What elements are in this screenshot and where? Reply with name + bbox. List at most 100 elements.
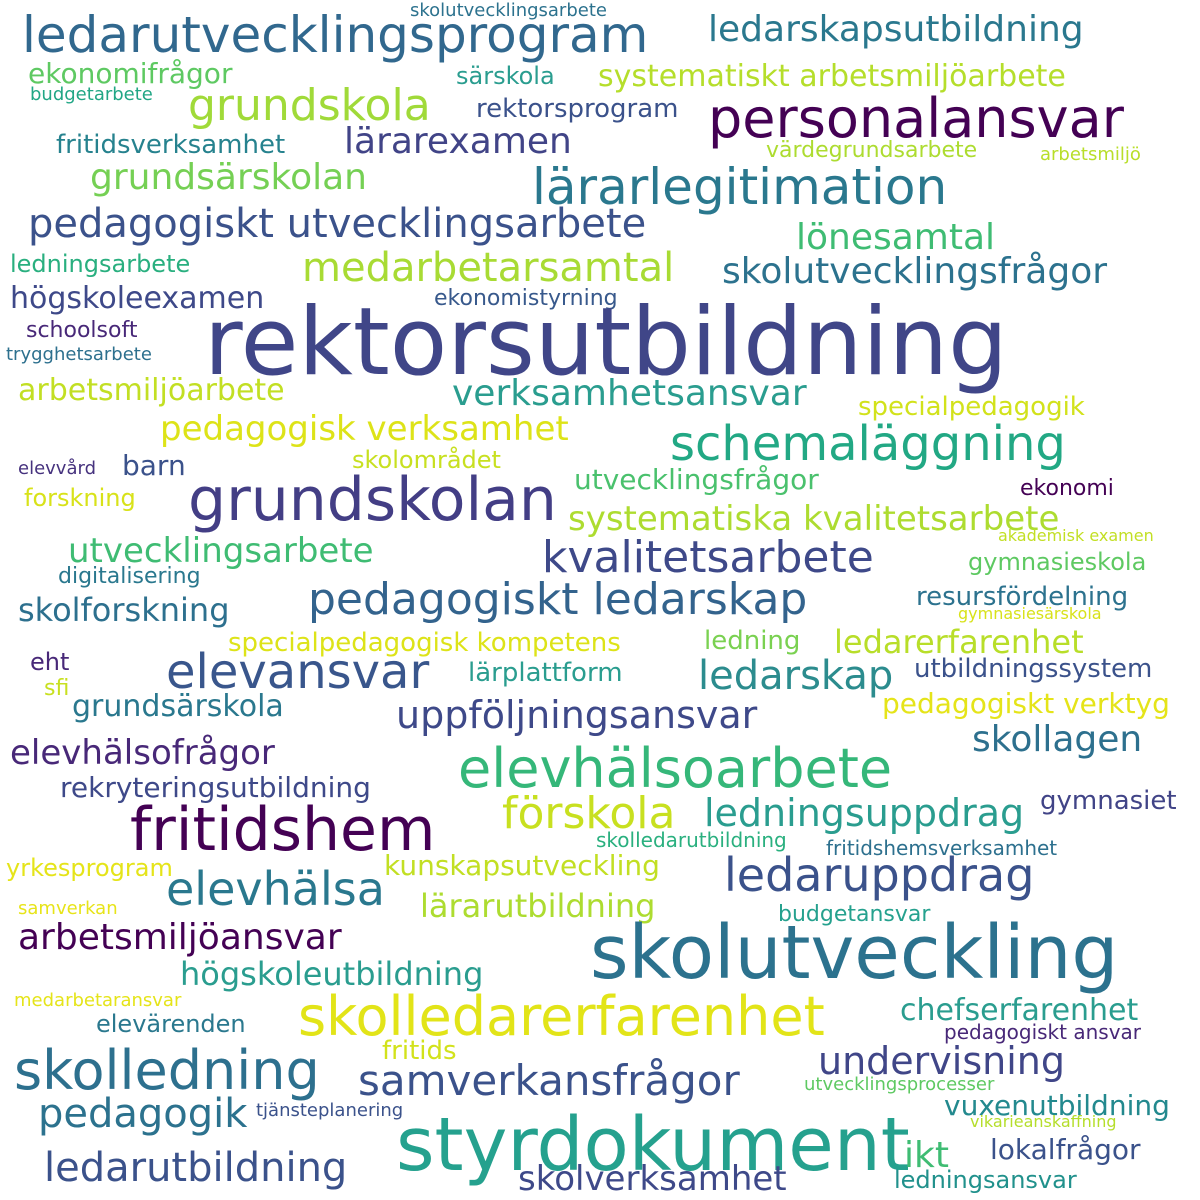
word: budgetarbete bbox=[30, 84, 153, 105]
word: skolutveckling bbox=[590, 910, 1119, 996]
word: skolledarutbildning bbox=[596, 828, 787, 852]
word: tjänsteplanering bbox=[256, 1100, 404, 1121]
word: skolutvecklingsfrågor bbox=[722, 251, 1108, 292]
word: utbildningssystem bbox=[914, 654, 1153, 684]
word: uppföljningsansvar bbox=[396, 693, 758, 737]
word: verksamhetsansvar bbox=[452, 373, 807, 414]
word: skolutvecklingsarbete bbox=[410, 0, 607, 21]
word: pedagogisk verksamhet bbox=[160, 409, 569, 449]
word: systematiska kvalitetsarbete bbox=[568, 499, 1060, 539]
word: utvecklingsprocesser bbox=[804, 1074, 995, 1095]
word: kvalitetsarbete bbox=[542, 532, 874, 583]
word: arbetsmiljöarbete bbox=[18, 373, 285, 408]
word: styrdokument bbox=[396, 1102, 910, 1188]
word: specialpedagogisk kompetens bbox=[228, 628, 621, 658]
word: fritidshem bbox=[130, 795, 436, 865]
word: skollagen bbox=[972, 719, 1143, 760]
word: grundskolan bbox=[188, 465, 557, 535]
word: ekonomifrågor bbox=[28, 57, 233, 90]
word: gymnasiet bbox=[1040, 786, 1177, 816]
word: särskola bbox=[456, 62, 555, 90]
word: vikarieanskaffning bbox=[970, 1112, 1117, 1131]
word: högskoleutbildning bbox=[180, 955, 484, 993]
word: skolledning bbox=[14, 1039, 320, 1102]
word: rekryteringsutbildning bbox=[60, 771, 371, 804]
word: undervisning bbox=[818, 1039, 1065, 1083]
word: akademisk examen bbox=[998, 526, 1154, 545]
word: skolområdet bbox=[352, 446, 501, 474]
word: arbetsmiljöansvar bbox=[18, 917, 342, 958]
word: högskoleexamen bbox=[10, 281, 265, 316]
word: rektorsutbildning bbox=[204, 288, 1008, 397]
word: gymnasiesärskola bbox=[958, 604, 1102, 623]
word: elevhälsa bbox=[166, 862, 385, 916]
word: grundsärskola bbox=[72, 689, 284, 724]
word: samverkansfrågor bbox=[358, 1056, 740, 1105]
word: elevansvar bbox=[166, 644, 430, 700]
word: ledarutbildning bbox=[44, 1145, 348, 1191]
word: skolforskning bbox=[18, 591, 230, 629]
word: lärarutbildning bbox=[420, 887, 656, 925]
word: skolverksamhet bbox=[518, 1159, 787, 1199]
word: personalansvar bbox=[708, 87, 1124, 150]
word: pedagogiskt utvecklingsarbete bbox=[28, 201, 647, 247]
word: ledning bbox=[704, 626, 801, 656]
word: fritids bbox=[382, 1036, 457, 1066]
word: elevärenden bbox=[96, 1010, 246, 1038]
word: ikt bbox=[904, 1135, 949, 1176]
word: ledningsuppdrag bbox=[704, 791, 1025, 835]
word: arbetsmiljö bbox=[1040, 144, 1141, 165]
word: elevhälsofrågor bbox=[10, 733, 275, 773]
word: schemaläggning bbox=[670, 416, 1066, 472]
word: pedagogik bbox=[38, 1091, 248, 1137]
word: medarbetarsamtal bbox=[302, 245, 675, 291]
word: budgetansvar bbox=[778, 902, 931, 927]
word: ledningsarbete bbox=[10, 250, 191, 278]
word: barn bbox=[122, 449, 186, 482]
word: värdegrundsarbete bbox=[766, 138, 978, 163]
word: ledaruppdrag bbox=[724, 848, 1035, 902]
word: pedagogiskt verktyg bbox=[882, 687, 1170, 720]
word: lärarexamen bbox=[344, 121, 572, 162]
word: ledarskapsutbildning bbox=[708, 9, 1084, 50]
word: grundsärskolan bbox=[90, 157, 367, 198]
word: systematiskt arbetsmiljöarbete bbox=[598, 59, 1066, 94]
word: chefserfarenhet bbox=[900, 993, 1139, 1028]
word: kunskapsutveckling bbox=[384, 849, 660, 882]
word: rektorsprogram bbox=[476, 94, 679, 124]
word: elevhälsoarbete bbox=[458, 737, 893, 800]
word: ledningsansvar bbox=[894, 1166, 1077, 1194]
word: yrkesprogram bbox=[6, 854, 173, 882]
word: resursfördelning bbox=[916, 582, 1129, 612]
word: fritidsverksamhet bbox=[56, 130, 286, 160]
word: grundskola bbox=[188, 80, 431, 131]
word: trygghetsarbete bbox=[6, 344, 152, 365]
word: lärplattform bbox=[468, 658, 623, 688]
word: utvecklingsarbete bbox=[68, 531, 374, 571]
word: vuxenutbildning bbox=[944, 1089, 1170, 1122]
word: eht bbox=[30, 648, 70, 676]
word: elevvård bbox=[18, 458, 96, 479]
word: pedagogiskt ledarskap bbox=[308, 574, 808, 625]
word: specialpedagogik bbox=[858, 392, 1085, 422]
word: digitalisering bbox=[58, 564, 201, 589]
word: forskning bbox=[24, 484, 136, 512]
word: ekonomistyrning bbox=[434, 286, 618, 311]
word: lokalfrågor bbox=[990, 1133, 1141, 1166]
word: medarbetaransvar bbox=[14, 990, 182, 1011]
word: gymnasieskola bbox=[968, 548, 1147, 576]
word: förskola bbox=[502, 788, 676, 839]
word: lönesamtal bbox=[796, 217, 996, 258]
word: lärarlegitimation bbox=[532, 158, 948, 216]
word: samverkan bbox=[18, 898, 118, 919]
word: ekonomi bbox=[1020, 476, 1114, 501]
word: pedagogiskt ansvar bbox=[944, 1020, 1142, 1044]
word: ledarskap bbox=[698, 653, 894, 699]
word: fritidshemsverksamhet bbox=[826, 836, 1058, 860]
word: ledarutvecklingsprogram bbox=[22, 6, 649, 64]
word: skolledarerfarenhet bbox=[298, 985, 825, 1048]
word: schoolsoft bbox=[26, 318, 138, 343]
word: sfi bbox=[44, 676, 70, 701]
word: ledarerfarenhet bbox=[834, 623, 1084, 661]
